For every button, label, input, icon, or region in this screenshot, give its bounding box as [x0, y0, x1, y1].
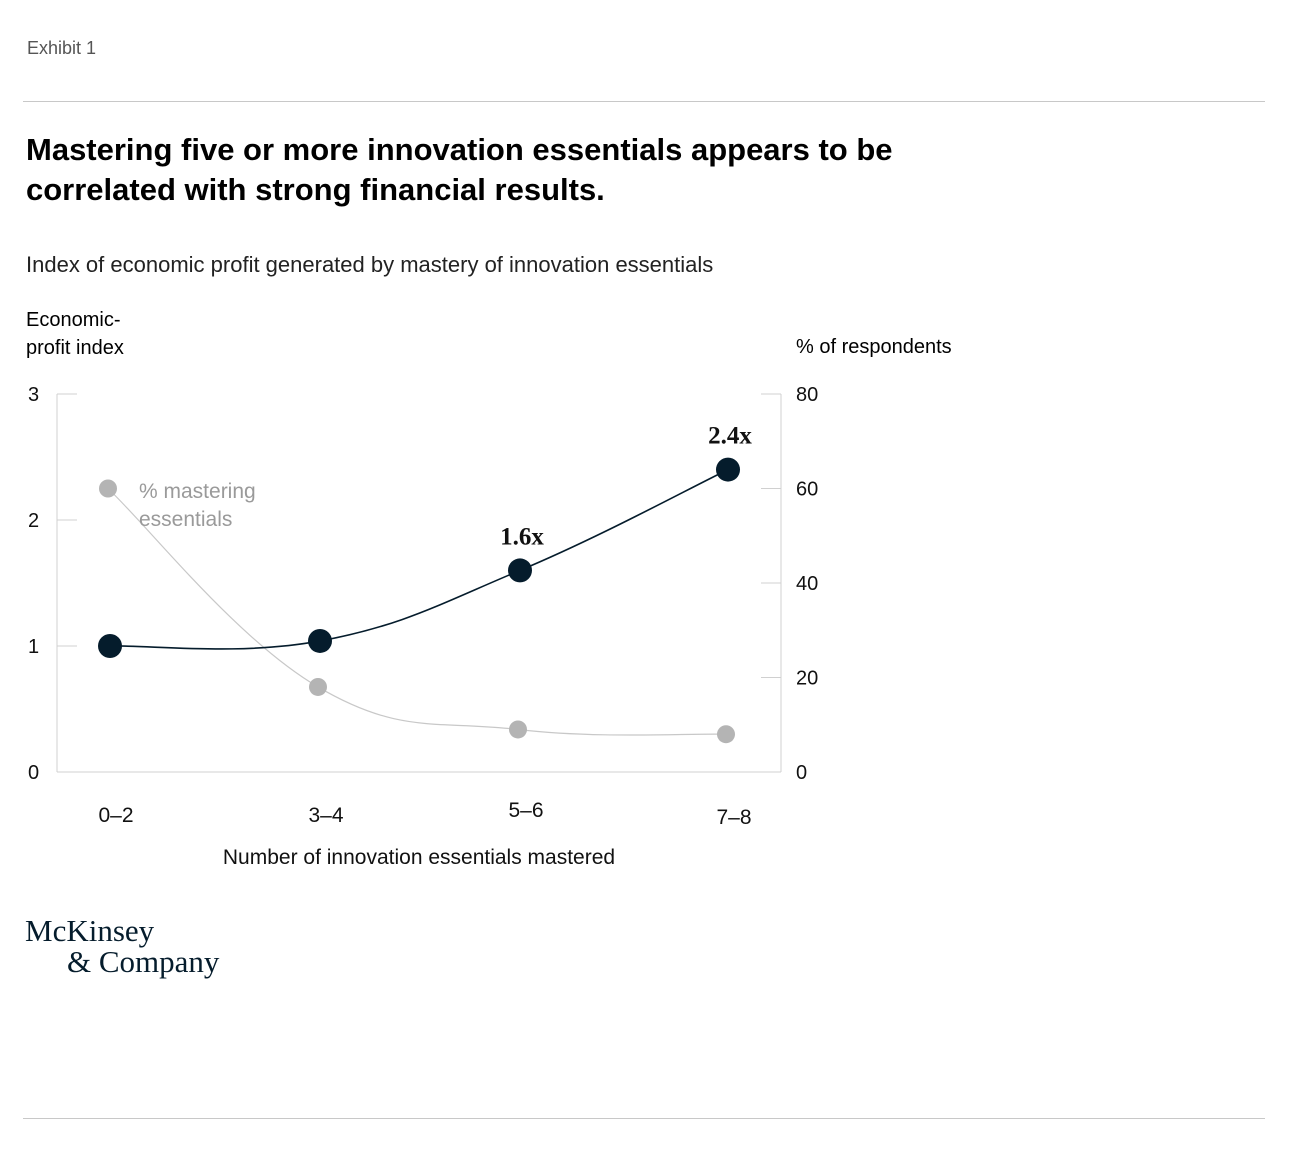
top-divider [23, 101, 1265, 102]
y-left-tick-label: 1 [28, 636, 39, 658]
y-right-tick-label: 20 [796, 668, 818, 690]
data-point-mastering [509, 720, 527, 739]
data-point-profit-index [98, 634, 122, 658]
y-right-axis-title: % of respondents [796, 336, 952, 358]
x-tick-label: 5–6 [508, 799, 543, 822]
series-label-mastering: essentials [139, 508, 232, 531]
data-point-mastering [309, 677, 327, 696]
chart-subtitle: Index of economic profit generated by ma… [26, 252, 714, 277]
x-tick-label: 0–2 [98, 804, 133, 827]
x-tick-label: 3–4 [308, 804, 343, 827]
y-left-axis-title-line2: profit index [26, 337, 124, 359]
y-left-axis-title: Economic- profit index [26, 306, 226, 362]
mckinsey-logo: McKinsey & Company [25, 915, 219, 977]
y-right-tick-label: 40 [796, 573, 818, 595]
series-label-mastering: % mastering [139, 480, 256, 503]
chart-title: Mastering five or more innovation essent… [26, 132, 893, 207]
y-left-axis-title-line1: Economic- [26, 309, 121, 331]
y-left-tick-label: 0 [28, 762, 39, 784]
y-right-tick-label: 0 [796, 762, 807, 784]
logo-line2: & Company [67, 944, 220, 979]
data-label-multiplier: 1.6x [500, 523, 544, 550]
data-point-profit-index [508, 558, 532, 583]
data-point-profit-index [716, 457, 740, 482]
y-right-tick-label: 80 [796, 384, 818, 406]
exhibit-label: Exhibit 1 [27, 38, 97, 58]
series-line-mastering [107, 488, 727, 736]
bottom-divider [23, 1118, 1265, 1119]
x-axis-title: Number of innovation essentials mastered [223, 846, 615, 869]
data-point-mastering [717, 725, 735, 744]
y-left-tick-label: 3 [28, 384, 39, 406]
series-line-profit-index [109, 468, 729, 650]
y-right-tick-label: 60 [796, 479, 818, 501]
data-label-multiplier: 2.4x [708, 423, 752, 450]
x-tick-label: 7–8 [716, 806, 751, 829]
data-point-mastering [99, 479, 117, 498]
logo-line1: McKinsey [25, 913, 155, 948]
y-left-tick-label: 2 [28, 510, 39, 532]
data-point-profit-index [308, 628, 332, 653]
